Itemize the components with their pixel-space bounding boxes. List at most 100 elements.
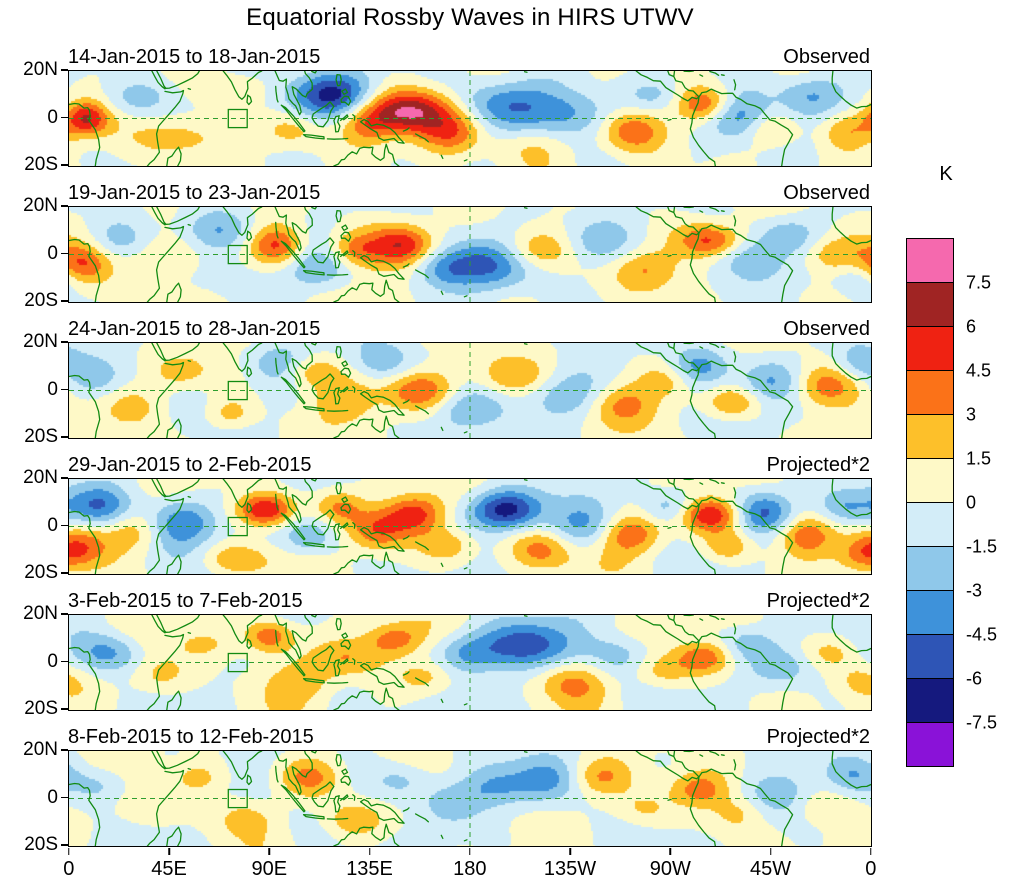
map-overlay <box>69 615 871 710</box>
colorbar-tick-label: -7.5 <box>966 712 998 733</box>
colorbar-tick-label: -6 <box>966 668 983 689</box>
panel-header: 8-Feb-2015 to 12-Feb-2015 Projected*2 <box>68 721 870 748</box>
x-axis-tick <box>769 848 772 856</box>
y-tick-label: 20N <box>23 603 58 624</box>
y-tick-label: 0 <box>47 514 58 536</box>
panel-date-range: 14-Jan-2015 to 18-Jan-2015 <box>68 46 321 68</box>
colorbar-tick-label: 3 <box>966 404 977 425</box>
x-tick-label: 90E <box>251 858 288 880</box>
x-axis-tick <box>268 848 271 856</box>
panel-type-label: Projected*2 <box>766 726 870 748</box>
region-box <box>227 380 248 401</box>
y-tick-label: 20N <box>23 331 58 352</box>
y-axis-tick <box>61 708 68 710</box>
region-box <box>227 108 248 129</box>
colorbar-segment <box>906 634 954 679</box>
y-axis-tick <box>61 796 68 799</box>
coastlines <box>69 615 871 710</box>
y-tick-label: 20N <box>23 195 58 216</box>
colorbar-tick-label: 6 <box>966 316 977 337</box>
panel-header: 24-Jan-2015 to 28-Jan-2015 Observed <box>68 313 870 340</box>
y-axis-tick <box>61 477 68 479</box>
region-box <box>227 788 248 809</box>
colorbar-unit-label: K <box>939 163 953 185</box>
y-tick-label: 0 <box>47 378 58 400</box>
panel-type-label: Projected*2 <box>766 454 870 476</box>
colorbar-segment <box>906 282 954 327</box>
coastlines <box>69 71 871 166</box>
map-plot-area <box>68 342 872 439</box>
y-tick-label: 20S <box>24 154 58 175</box>
panel-type-label: Projected*2 <box>766 590 870 612</box>
panel-header: 14-Jan-2015 to 18-Jan-2015 Observed <box>68 41 870 68</box>
panel-date-range: 19-Jan-2015 to 23-Jan-2015 <box>68 182 321 204</box>
map-panel: 29-Jan-2015 to 2-Feb-2015 Projected*2 20N 0… <box>0 446 900 583</box>
map-panel: 24-Jan-2015 to 28-Jan-2015 Observed 20N 0 20… <box>0 310 900 447</box>
coastlines <box>69 479 871 574</box>
colorbar-segment <box>906 502 954 547</box>
panel-type-label: Observed <box>783 318 870 340</box>
x-axis-tick <box>569 848 571 856</box>
x-axis-tick <box>870 848 872 856</box>
x-tick-label: 135W <box>543 858 597 880</box>
map-panel: 14-Jan-2015 to 18-Jan-2015 Observed 20N 0 20… <box>0 38 900 175</box>
panel-date-range: 3-Feb-2015 to 7-Feb-2015 <box>68 590 303 612</box>
map-plot-area <box>68 70 872 167</box>
y-axis-tick <box>61 749 68 751</box>
colorbar-tick-label: -3 <box>966 580 983 601</box>
colorbar-tick-label: 7.5 <box>966 272 992 293</box>
coastlines <box>69 207 871 302</box>
x-tick-label: 45E <box>151 858 187 880</box>
colorbar-segment <box>906 590 954 635</box>
map-overlay <box>69 207 871 302</box>
x-axis-tick <box>669 848 672 856</box>
y-axis-tick <box>61 252 68 255</box>
map-overlay <box>69 71 871 166</box>
y-axis-tick <box>61 300 68 302</box>
colorbar-tick-label: -4.5 <box>966 624 998 645</box>
map-overlay <box>69 343 871 438</box>
y-axis-tick <box>61 572 68 574</box>
figure-title: Equatorial Rossby Waves in HIRS UTWV <box>246 4 694 31</box>
colorbar-tick-label: -1.5 <box>966 536 998 557</box>
y-tick-label: 20S <box>24 562 58 583</box>
y-tick-label: 20S <box>24 426 58 447</box>
y-axis-tick <box>61 524 68 527</box>
panel-date-range: 8-Feb-2015 to 12-Feb-2015 <box>68 726 314 748</box>
y-axis-tick <box>61 613 68 615</box>
y-tick-label: 0 <box>47 242 58 264</box>
colorbar-tick-label: 1.5 <box>966 448 992 469</box>
colorbar-segment <box>906 458 954 503</box>
region-box <box>227 516 248 537</box>
y-axis-tick <box>61 69 68 71</box>
colorbar-segment <box>906 370 954 415</box>
colorbar-segment <box>906 546 954 591</box>
region-box <box>227 244 248 265</box>
colorbar-tick-label: 0 <box>966 492 977 513</box>
map-overlay <box>69 751 871 846</box>
y-tick-label: 20N <box>23 467 58 488</box>
colorbar-segment <box>906 326 954 371</box>
map-panel: 19-Jan-2015 to 23-Jan-2015 Observed 20N 0 20… <box>0 174 900 311</box>
y-tick-label: 20S <box>24 290 58 311</box>
panel-header: 29-Jan-2015 to 2-Feb-2015 Projected*2 <box>68 449 870 476</box>
y-tick-label: 0 <box>47 106 58 128</box>
map-plot-area <box>68 478 872 575</box>
y-axis-tick <box>61 116 68 119</box>
colorbar-segment <box>906 414 954 459</box>
map-panel: 8-Feb-2015 to 12-Feb-2015 Projected*2 20N 0… <box>0 718 900 856</box>
map-panel: 3-Feb-2015 to 7-Feb-2015 Projected*2 20N 0 2… <box>0 582 900 719</box>
colorbar-segment <box>906 678 954 723</box>
y-axis-tick <box>61 388 68 391</box>
x-axis-tick <box>469 848 471 856</box>
y-axis-tick <box>61 164 68 166</box>
region-box <box>227 652 248 673</box>
y-tick-label: 20S <box>24 698 58 719</box>
panel-header: 3-Feb-2015 to 7-Feb-2015 Projected*2 <box>68 585 870 612</box>
colorbar-tick-label: 4.5 <box>966 360 992 381</box>
colorbar-segment <box>906 238 954 283</box>
x-tick-label: 90W <box>649 858 691 880</box>
y-tick-label: 20N <box>23 59 58 80</box>
x-tick-label: 0 <box>63 858 75 880</box>
